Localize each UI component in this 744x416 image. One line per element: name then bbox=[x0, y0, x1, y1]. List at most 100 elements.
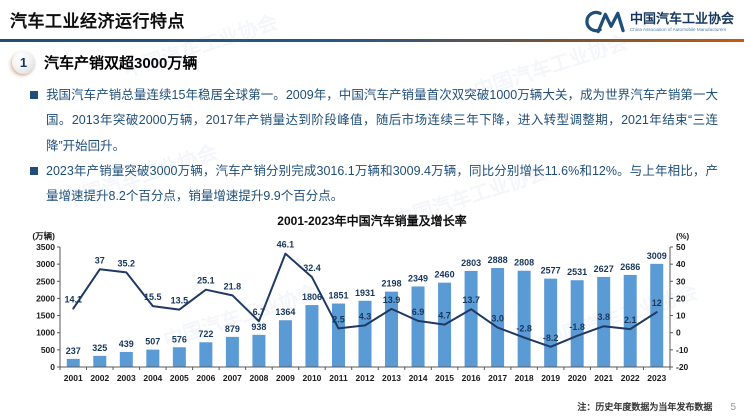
logo-name-en: China Association of Automobile Manufact… bbox=[629, 26, 727, 32]
y-tick-3000: 3000 bbox=[36, 259, 55, 269]
y-tick-2000: 2000 bbox=[36, 294, 55, 304]
x-tick-2020: 2020 bbox=[568, 373, 587, 383]
bar-2008 bbox=[252, 335, 266, 368]
y-tick-2500: 2500 bbox=[36, 277, 55, 287]
x-tick-2003: 2003 bbox=[117, 373, 136, 383]
bar-label-2004: 507 bbox=[145, 337, 160, 347]
y2-tick-40: 40 bbox=[676, 259, 686, 269]
footer: 注：历史年度数据为当年发布数据 5 bbox=[577, 400, 736, 413]
chart-canvas: 237 325 439 507 576 722 879 938 1364 1806 1851 1931… bbox=[32, 231, 689, 383]
bar-2020 bbox=[570, 280, 584, 368]
growth-label-2022: 2.1 bbox=[624, 315, 637, 325]
bullet-text: 我国汽车产销总量连续15年稳居全球第一。2009年，中国汽车产销量首次双突破10… bbox=[46, 88, 718, 153]
growth-label-2011: 2.5 bbox=[332, 315, 345, 325]
bar-label-2010: 1806 bbox=[302, 292, 322, 302]
bar-2010 bbox=[305, 305, 319, 368]
x-tick-2014: 2014 bbox=[409, 373, 428, 383]
growth-label-2003: 35.2 bbox=[118, 259, 136, 269]
bar-label-2007: 879 bbox=[225, 324, 240, 334]
x-tick-2012: 2012 bbox=[356, 373, 375, 383]
growth-label-2016: 13.7 bbox=[462, 295, 480, 305]
x-tick-2007: 2007 bbox=[223, 373, 242, 383]
bar-label-2012: 1931 bbox=[355, 288, 375, 298]
header: 汽车工业经济运行特点 中国汽车工业协会 China Association of… bbox=[0, 0, 744, 37]
bar-label-2018: 2808 bbox=[514, 258, 534, 268]
x-tick-2016: 2016 bbox=[462, 373, 481, 383]
bar-label-2023: 3009 bbox=[647, 251, 667, 261]
bullet-marker bbox=[30, 91, 38, 99]
sales-growth-chart: 2001-2023年中国汽车销量及增长率 237 325 439 507 576 722 8… bbox=[0, 212, 744, 393]
x-tick-2011: 2011 bbox=[329, 373, 348, 383]
growth-label-2002: 37 bbox=[95, 256, 105, 266]
bar-label-2014: 2349 bbox=[408, 274, 428, 284]
bar-2017 bbox=[491, 268, 505, 368]
bar-label-2002: 325 bbox=[92, 343, 107, 353]
bar-2009 bbox=[278, 320, 292, 368]
growth-label-2018: -2.8 bbox=[516, 324, 532, 334]
bar-label-2006: 722 bbox=[198, 329, 213, 339]
growth-label-2005: 13.5 bbox=[171, 296, 189, 306]
bar-label-2003: 439 bbox=[119, 339, 134, 349]
x-tick-2015: 2015 bbox=[435, 373, 454, 383]
growth-label-2019: -8.2 bbox=[543, 333, 559, 343]
growth-label-2015: 4.7 bbox=[438, 311, 451, 321]
page-number: 5 bbox=[730, 402, 736, 413]
bar-2004 bbox=[146, 349, 160, 368]
growth-label-2020: -1.8 bbox=[569, 322, 585, 332]
x-tick-2017: 2017 bbox=[488, 373, 507, 383]
bullet-text: 2023年产销量突破3000万辆，汽车产销分别完成3016.1万辆和3009.4… bbox=[46, 163, 718, 203]
section-title: 汽车产销双超3000万辆 bbox=[44, 55, 198, 72]
section-number-badge: 1 bbox=[12, 51, 35, 74]
bar-2006 bbox=[199, 342, 213, 368]
growth-label-2004: 15.5 bbox=[144, 292, 162, 302]
y2-tick-0: 0 bbox=[676, 328, 681, 338]
bar-label-2001: 237 bbox=[66, 346, 81, 356]
bar-2001 bbox=[66, 359, 80, 368]
bullet-point: 我国汽车产销总量连续15年稳居全球第一。2009年，中国汽车产销量首次双突破10… bbox=[30, 83, 718, 159]
bar-label-2021: 2627 bbox=[594, 264, 614, 274]
growth-label-2006: 25.1 bbox=[197, 276, 215, 286]
caam-logo: 中国汽车工业协会 China Association of Automobile… bbox=[579, 9, 734, 35]
y-tick-0: 0 bbox=[50, 362, 55, 372]
bar-2016 bbox=[464, 271, 478, 368]
bullet-marker bbox=[30, 166, 38, 175]
bullet-list: 我国汽车产销总量连续15年稳居全球第一。2009年，中国汽车产销量首次双突破10… bbox=[30, 83, 718, 209]
x-tick-2010: 2010 bbox=[302, 373, 321, 383]
growth-label-2008: 6.7 bbox=[253, 307, 266, 317]
growth-label-2012: 4.3 bbox=[359, 312, 372, 322]
y2-tick--10: -10 bbox=[676, 345, 689, 355]
x-tick-2008: 2008 bbox=[249, 373, 268, 383]
y-tick-3500: 3500 bbox=[36, 242, 55, 252]
growth-label-2017: 3.0 bbox=[491, 314, 504, 324]
page-title: 汽车工业经济运行特点 bbox=[10, 12, 185, 31]
bar-2003 bbox=[119, 352, 133, 368]
x-tick-2013: 2013 bbox=[382, 373, 401, 383]
bar-label-2005: 576 bbox=[172, 335, 187, 345]
bullet-point: 2023年产销量突破3000万辆，汽车产销分别完成3016.1万辆和3009.4… bbox=[30, 159, 718, 210]
growth-label-2013: 13.9 bbox=[383, 295, 401, 305]
y-axis-unit: (万辆) bbox=[32, 231, 55, 241]
header-divider bbox=[0, 39, 744, 42]
chart-title: 2001-2023年中国汽车销量及增长率 bbox=[277, 214, 467, 229]
x-tick-2005: 2005 bbox=[170, 373, 189, 383]
x-tick-2006: 2006 bbox=[196, 373, 215, 383]
bar-label-2019: 2577 bbox=[541, 266, 561, 276]
logo-name-cn: 中国汽车工业协会 bbox=[629, 10, 734, 26]
growth-label-2014: 6.9 bbox=[412, 307, 425, 317]
bar-2012 bbox=[358, 301, 372, 368]
bar-2005 bbox=[172, 347, 186, 368]
growth-label-2010: 32.4 bbox=[303, 263, 321, 273]
bar-label-2011: 1851 bbox=[328, 291, 348, 301]
bar-label-2015: 2460 bbox=[435, 270, 455, 280]
x-tick-2018: 2018 bbox=[515, 373, 534, 383]
y-tick-500: 500 bbox=[41, 345, 55, 355]
bar-label-2022: 2686 bbox=[620, 262, 640, 272]
y2-tick-20: 20 bbox=[676, 294, 686, 304]
x-tick-2019: 2019 bbox=[541, 373, 560, 383]
x-tick-2009: 2009 bbox=[276, 373, 295, 383]
growth-label-2021: 3.8 bbox=[597, 312, 610, 322]
growth-line bbox=[72, 252, 658, 349]
bar-label-2008: 938 bbox=[251, 322, 266, 332]
growth-label-2009: 46.1 bbox=[277, 240, 295, 250]
